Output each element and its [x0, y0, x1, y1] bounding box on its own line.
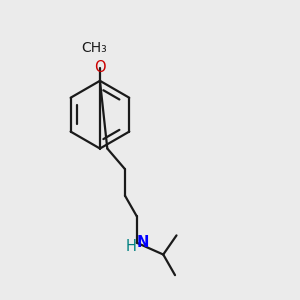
- Text: N: N: [136, 235, 149, 250]
- Text: CH₃: CH₃: [81, 41, 107, 56]
- Text: O: O: [94, 60, 106, 75]
- Text: H: H: [125, 239, 136, 254]
